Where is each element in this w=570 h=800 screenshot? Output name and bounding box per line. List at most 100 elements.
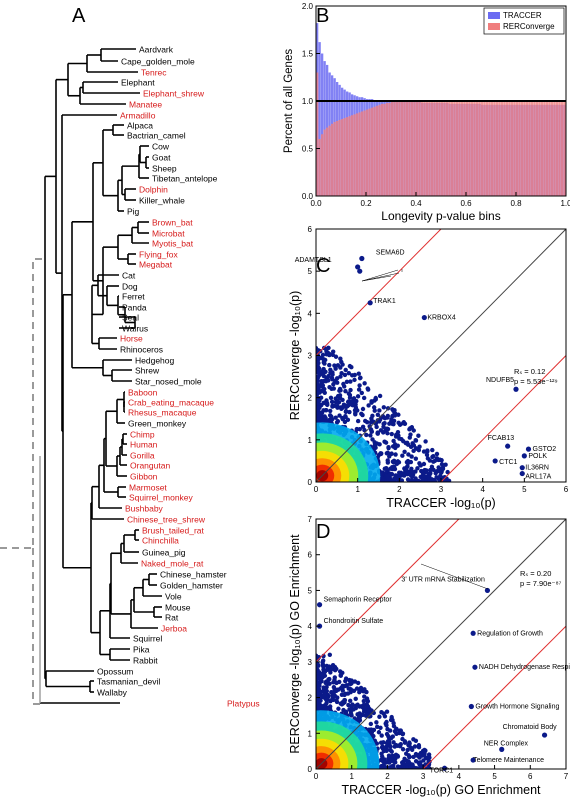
background-point <box>400 731 406 736</box>
data-point <box>470 630 476 636</box>
background-point <box>385 458 390 463</box>
background-point <box>340 362 345 367</box>
histogram-bar-rerconverge <box>551 101 554 196</box>
background-point <box>357 689 362 695</box>
y-axis-label: RERConverge -log₁₀(p) <box>288 291 302 421</box>
histogram-bar-rerconverge <box>493 101 496 196</box>
background-point <box>346 391 352 396</box>
background-point <box>357 383 362 388</box>
background-point <box>322 692 327 697</box>
background-point <box>324 706 330 711</box>
background-point <box>349 678 354 683</box>
point-label: TORC1 <box>430 767 454 774</box>
point-label: Chondroitin Sulfate <box>324 618 384 625</box>
background-point <box>338 388 343 393</box>
background-point <box>406 452 411 457</box>
background-point <box>345 399 351 405</box>
background-point <box>351 688 357 693</box>
background-point <box>325 695 330 700</box>
taxon-label: Baboon <box>128 388 158 398</box>
histogram-bar-rerconverge <box>506 101 509 196</box>
background-point <box>316 369 322 375</box>
background-point <box>353 696 358 702</box>
background-point <box>316 364 321 369</box>
point-label: CTC1 <box>499 459 517 466</box>
background-point <box>378 757 384 763</box>
panel-a-letter: A <box>72 5 86 27</box>
histogram-bar-rerconverge <box>436 101 439 196</box>
background-point <box>365 699 371 704</box>
background-point <box>323 419 329 424</box>
x-tick-label: 5 <box>522 485 527 494</box>
background-point <box>361 698 367 704</box>
background-point <box>353 703 359 708</box>
reference-line-lower <box>422 625 566 769</box>
background-point <box>335 363 341 368</box>
x-tick-label: 1 <box>355 485 360 494</box>
histogram-bar-rerconverge <box>548 101 551 196</box>
reference-line-lower <box>440 355 566 482</box>
background-point <box>320 663 326 668</box>
identity-line <box>316 229 566 482</box>
histogram-bar-rerconverge <box>448 101 451 196</box>
background-point <box>361 395 367 401</box>
background-point <box>348 689 353 695</box>
background-point <box>318 412 324 417</box>
taxon-label: Gorilla <box>130 451 155 461</box>
taxon-label: Wallaby <box>97 688 128 698</box>
background-point <box>335 419 341 424</box>
background-point <box>392 729 398 734</box>
x-tick-label: 0.6 <box>460 199 472 208</box>
background-point <box>385 431 390 436</box>
panel-d-scatter: D 3' UTR mRNA Stabilization Semaphorin Re… <box>288 515 570 797</box>
histogram-bar-rerconverge <box>468 101 471 196</box>
y-tick-label: 1.0 <box>302 97 314 106</box>
background-point <box>348 387 353 393</box>
background-point <box>445 469 450 475</box>
background-point <box>406 759 411 764</box>
point-label: NDUFB5 <box>486 377 514 384</box>
histogram-bar-rerconverge <box>518 101 521 196</box>
y-tick-label: 4 <box>308 622 313 631</box>
background-point <box>418 463 423 468</box>
point-label: IL36RN <box>525 465 549 472</box>
taxon-label: Golden_hamster <box>160 581 223 591</box>
background-point <box>379 745 385 750</box>
background-point <box>350 373 355 378</box>
background-point <box>333 354 339 359</box>
background-point <box>409 745 414 751</box>
point-label: FCAB13 <box>488 435 515 442</box>
background-point <box>391 720 396 726</box>
background-point <box>413 456 419 461</box>
taxon-label: Pig <box>127 207 140 217</box>
histogram-bar-rerconverge <box>386 102 389 196</box>
y-tick-label: 0 <box>308 478 313 487</box>
y-tick-label: 5 <box>308 267 313 276</box>
background-point <box>377 442 382 447</box>
y-tick-label: 1 <box>308 729 313 738</box>
background-point <box>377 408 382 413</box>
point-label: ADAMTSL1 <box>295 257 332 264</box>
background-point <box>332 667 338 673</box>
taxon-label: Rabbit <box>133 656 158 666</box>
plot-area <box>316 519 566 769</box>
taxon-label: Microbat <box>152 229 185 239</box>
background-point <box>342 692 347 698</box>
taxon-label: Sheep <box>152 164 177 174</box>
background-point <box>330 352 336 358</box>
data-point <box>541 732 548 738</box>
histogram-bar-rerconverge <box>373 106 376 196</box>
histogram-bar-rerconverge <box>523 101 526 196</box>
taxon-label: Guinea_pig <box>142 548 186 558</box>
x-tick-label: 3 <box>439 485 444 494</box>
taxon-label: Horse <box>120 334 143 344</box>
background-point <box>348 711 354 716</box>
histogram-bar-rerconverge <box>358 112 361 196</box>
background-point <box>378 740 384 745</box>
histogram-bar-rerconverge <box>333 121 336 196</box>
histogram-bar-rerconverge <box>556 101 559 196</box>
background-point <box>413 738 419 744</box>
background-point <box>428 467 433 473</box>
background-point <box>389 766 394 769</box>
